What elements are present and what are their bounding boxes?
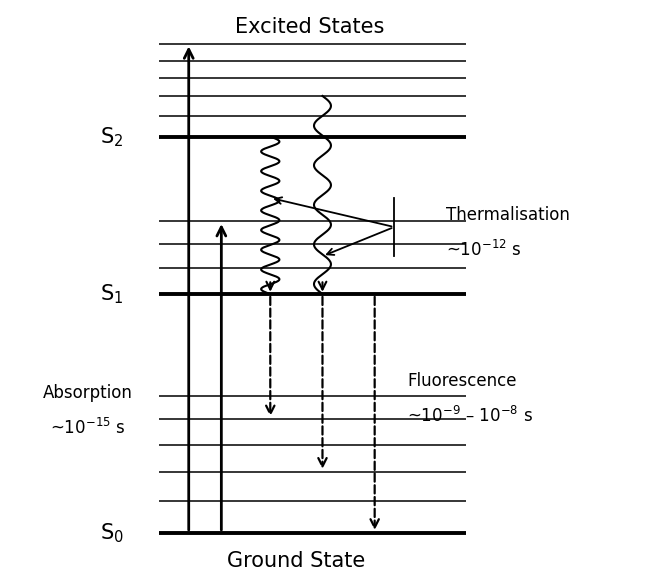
Text: Absorption: Absorption <box>43 384 132 402</box>
Text: ~10$^{-15}$ s: ~10$^{-15}$ s <box>50 418 125 438</box>
Text: Excited States: Excited States <box>235 17 384 38</box>
Text: Ground State: Ground State <box>227 550 365 571</box>
Text: $\mathregular{S_2}$: $\mathregular{S_2}$ <box>100 125 124 149</box>
Text: ~10$^{-9}$ – 10$^{-8}$ s: ~10$^{-9}$ – 10$^{-8}$ s <box>407 406 533 426</box>
Text: $\mathregular{S_0}$: $\mathregular{S_0}$ <box>99 521 124 544</box>
Text: $\mathregular{S_1}$: $\mathregular{S_1}$ <box>100 282 124 306</box>
Text: Fluorescence: Fluorescence <box>407 372 517 390</box>
Text: ~10$^{-12}$ s: ~10$^{-12}$ s <box>446 240 522 260</box>
Text: Thermalisation: Thermalisation <box>446 206 570 225</box>
